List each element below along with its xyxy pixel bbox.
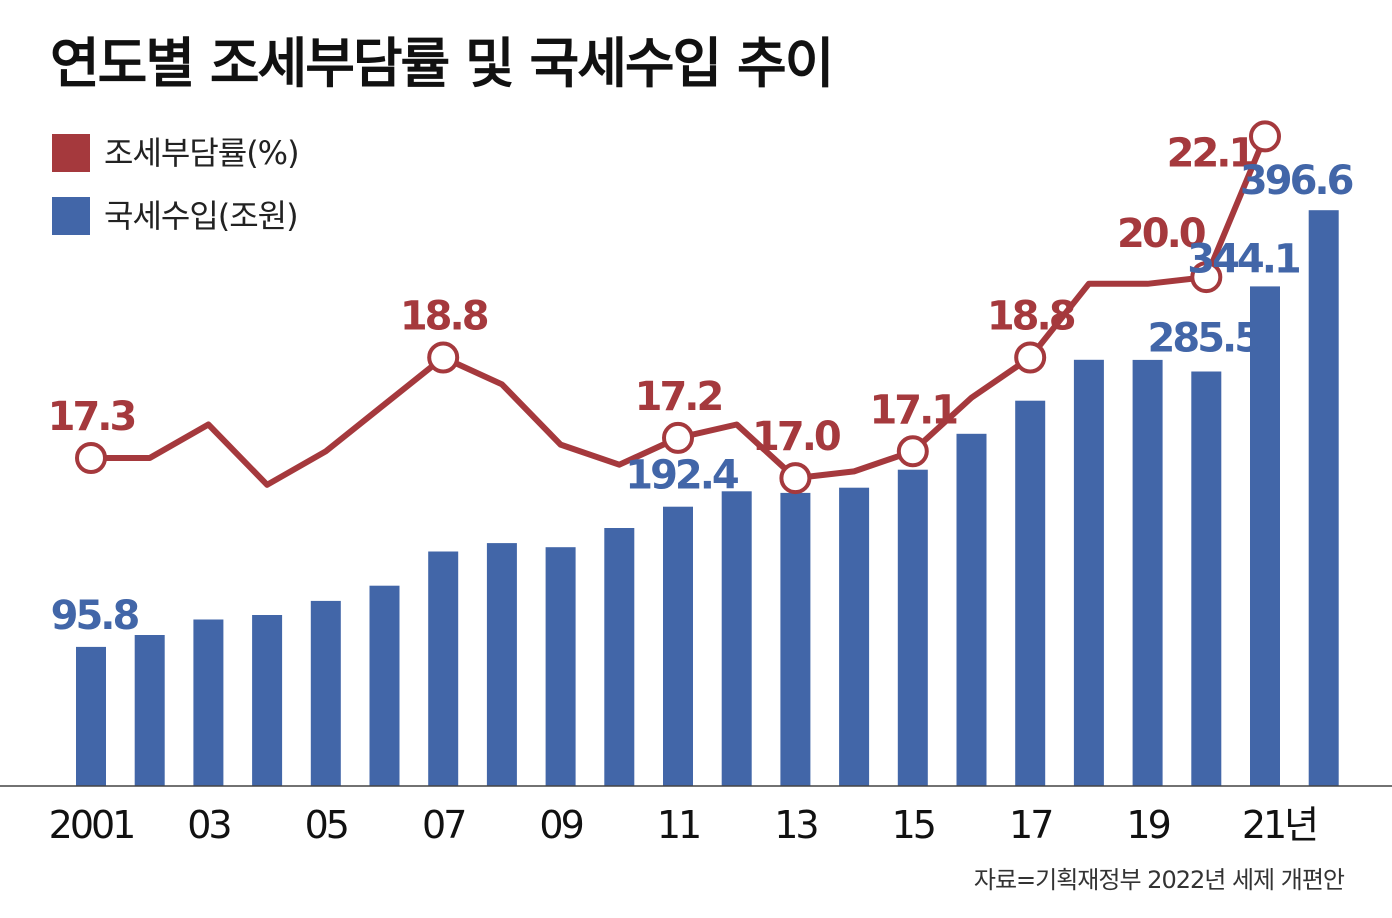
x-tick-2019: 19 (1126, 803, 1169, 847)
x-tick-2007: 07 (422, 803, 464, 847)
tax-burden-label-2021: 22.1 (1167, 130, 1255, 176)
bar-2001 (76, 646, 106, 786)
tax-burden-label-2007: 18.8 (400, 294, 488, 340)
tax-revenue-label-2021: 344.1 (1187, 236, 1300, 282)
line-layer (75, 120, 1281, 495)
bar-2003 (193, 619, 224, 786)
bar-2014 (839, 487, 870, 786)
bar-2016 (956, 433, 987, 786)
tax-burden-label-2015: 17.1 (869, 387, 957, 433)
legend-swatch-tax-burden (52, 134, 90, 172)
legend-swatch-tax-revenue (52, 197, 90, 235)
bar-2020 (1191, 371, 1222, 786)
bar-2018 (1073, 359, 1104, 786)
bar-2022 (1308, 210, 1339, 786)
x-tick-2013: 13 (774, 803, 817, 847)
tax-burden-label-2017: 18.8 (987, 294, 1075, 340)
bars-layer (76, 210, 1339, 786)
bar-2013 (780, 492, 811, 786)
tax-burden-marker-2015 (896, 435, 929, 468)
bar-2017 (1015, 400, 1046, 786)
bar-2019 (1132, 359, 1163, 786)
tax-burden-label-2013: 17.0 (752, 414, 840, 460)
tax-revenue-label-2020: 285.5 (1148, 316, 1261, 362)
chart-title: 연도별 조세부담률 및 국세수입 추이 (50, 32, 832, 95)
tax-burden-label-2001: 17.3 (48, 394, 135, 440)
tax-burden-marker-2007 (427, 341, 460, 374)
x-tick-2011: 11 (657, 803, 699, 847)
ticks-layer: 2001 03 05 07 09 11 13 15 17 19 21년 (49, 803, 1320, 847)
tax-burden-marker-2021 (1249, 120, 1281, 153)
bar-2008 (486, 543, 517, 786)
bar-2009 (545, 547, 576, 786)
tax-burden-marker-2011 (662, 421, 694, 454)
legend-label-tax-revenue: 국세수입(조원) (104, 197, 298, 235)
tax-burden-marker-2017 (1014, 341, 1047, 374)
tax-revenue-label-2001: 95.8 (51, 593, 139, 639)
bar-2011 (663, 506, 693, 786)
bar-2021 (1250, 286, 1280, 786)
x-tick-2005: 05 (305, 803, 347, 847)
bar-2007 (428, 551, 459, 786)
tax-burden-marker-2020 (1190, 261, 1223, 294)
x-tick-2001: 2001 (49, 803, 134, 847)
x-tick-2021: 21년 (1242, 803, 1316, 847)
bar-2004 (252, 615, 283, 786)
source-note: 자료=기획재정부 2022년 세제 개편안 (974, 866, 1345, 894)
bar-2006 (369, 585, 400, 786)
bar-2005 (310, 600, 341, 786)
legend-label-tax-burden: 조세부담률(%) (104, 134, 299, 172)
x-tick-2017: 17 (1009, 803, 1051, 847)
x-tick-2009: 09 (539, 803, 582, 847)
bar-2010 (604, 528, 635, 786)
labels-layer: 17.3 18.8 17.2 17.0 17.1 18.8 20.0 22.1 95.8 192.… (48, 130, 1356, 639)
x-tick-2015: 15 (892, 803, 934, 847)
tax-revenue-label-2022: 396.6 (1240, 158, 1353, 204)
tax-burden-label-2011: 17.2 (635, 374, 722, 420)
tax-burden-marker-2001 (75, 442, 107, 474)
tax-burden-marker-2013 (779, 462, 812, 495)
bar-2012 (721, 491, 752, 786)
legend: 조세부담률(%) 국세수입(조원) (52, 134, 300, 235)
tax-revenue-label-2011: 192.4 (625, 453, 738, 499)
x-tick-2003: 03 (187, 803, 230, 847)
bar-2002 (134, 635, 165, 786)
bar-2015 (897, 469, 928, 786)
tax-burden-label-2020: 20.0 (1117, 211, 1205, 257)
